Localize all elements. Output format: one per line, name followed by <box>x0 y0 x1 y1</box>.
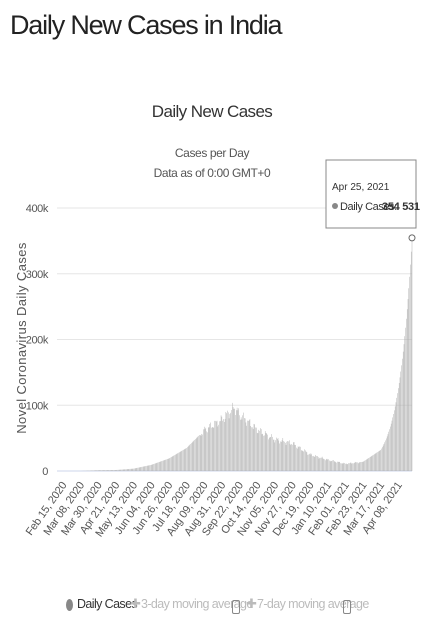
y-tick-label: 200k <box>26 335 49 347</box>
tooltip-value: 354 531 <box>382 201 420 213</box>
daily-cases-bars[interactable] <box>63 237 413 471</box>
tooltip-date: Apr 25, 2021 <box>332 182 390 193</box>
page-title: Daily New Cases in India <box>10 10 283 40</box>
chart-legend: Daily Cases ✚ 3-day moving average ✚ 7-d… <box>66 596 369 616</box>
plus-icon: ✚ <box>130 596 141 611</box>
tooltip-series-dot <box>332 203 338 209</box>
y-tick-labels: 0 100k 200k 300k 400k <box>26 203 50 478</box>
y-tick-label: 400k <box>26 203 49 215</box>
y-tick-label: 300k <box>26 269 49 281</box>
tooltip-label: Daily Cases: <box>340 201 397 213</box>
y-tick-label: 0 <box>42 466 48 478</box>
legend-item-7-day-average[interactable]: ✚ 7-day moving average <box>246 596 369 616</box>
y-axis-title: Novel Coronavirus Daily Cases <box>14 242 29 434</box>
checkbox-icon[interactable] <box>232 600 240 614</box>
legend-item-daily-cases[interactable]: Daily Cases <box>66 596 138 616</box>
y-tick-label: 100k <box>26 400 49 412</box>
tooltip-box <box>325 159 417 229</box>
chart-title: Daily New Cases <box>152 102 273 121</box>
checkbox-icon[interactable] <box>343 600 351 614</box>
legend-label-7-day-average: 7-day moving average <box>257 597 369 611</box>
plus-icon: ✚ <box>246 596 257 611</box>
legend-label-3-day-average: 3-day moving average <box>141 597 253 611</box>
tooltip: Apr 25, 2021 Daily Cases: 354 531 <box>325 159 420 242</box>
legend-item-3-day-average[interactable]: ✚ 3-day moving average <box>130 596 253 616</box>
chart-subtitle-line-1: Cases per Day <box>175 146 250 160</box>
tooltip-point-marker <box>408 234 416 242</box>
chart-subtitle-line-2: Data as of 0:00 GMT+0 <box>154 166 271 180</box>
legend-label-daily-cases: Daily Cases <box>77 597 138 611</box>
series-dot-icon <box>66 599 73 611</box>
